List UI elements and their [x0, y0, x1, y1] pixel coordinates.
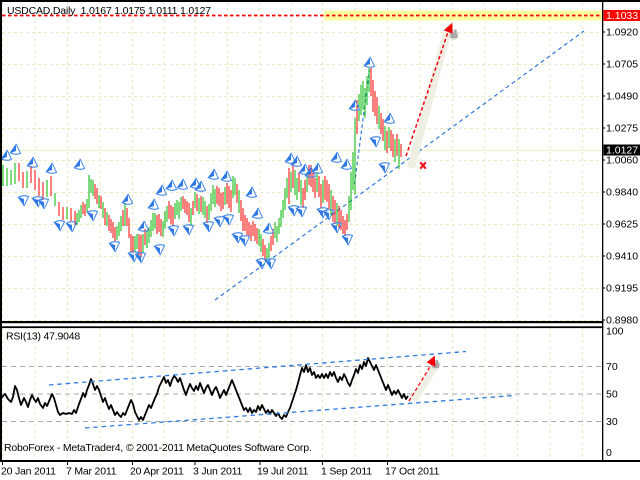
svg-text:50: 50 — [606, 389, 618, 401]
svg-text:20 Jan 2011: 20 Jan 2011 — [1, 466, 56, 478]
svg-text:0.8980: 0.8980 — [606, 315, 638, 327]
svg-text:0.9410: 0.9410 — [606, 251, 638, 263]
svg-text:RSI(13) 47.9048: RSI(13) 47.9048 — [6, 331, 80, 343]
svg-text:17 Oct 2011: 17 Oct 2011 — [385, 466, 440, 478]
svg-text:3 Jun 2011: 3 Jun 2011 — [193, 466, 243, 478]
svg-text:1.0127: 1.0127 — [606, 145, 638, 157]
svg-text:7 Mar 2011: 7 Mar 2011 — [66, 466, 117, 478]
svg-text:1.0705: 1.0705 — [606, 59, 638, 71]
svg-text:0.9625: 0.9625 — [606, 219, 638, 231]
svg-text:70: 70 — [606, 361, 618, 373]
svg-text:1.0490: 1.0490 — [606, 91, 638, 103]
svg-text:1.0275: 1.0275 — [606, 123, 638, 135]
svg-text:1.0060: 1.0060 — [606, 155, 638, 167]
svg-text:RoboForex - MetaTrader4, © 200: RoboForex - MetaTrader4, © 2001-2011 Met… — [4, 442, 312, 454]
svg-text:USDCAD,Daily 1.0167 1.0175 1.: USDCAD,Daily 1.0167 1.0175 1.0111 1.0127 — [7, 5, 211, 17]
svg-text:30: 30 — [606, 416, 618, 428]
svg-text:0.9195: 0.9195 — [606, 283, 638, 295]
svg-text:0: 0 — [606, 447, 612, 459]
svg-text:1.0920: 1.0920 — [606, 27, 638, 39]
svg-text:100: 100 — [606, 326, 624, 338]
svg-text:0.9840: 0.9840 — [606, 187, 638, 199]
svg-text:1.1033: 1.1033 — [606, 10, 638, 22]
svg-text:1 Sep 2011: 1 Sep 2011 — [321, 466, 372, 478]
svg-text:20 Apr 2011: 20 Apr 2011 — [130, 466, 184, 478]
svg-text:19 Jul 2011: 19 Jul 2011 — [257, 466, 309, 478]
